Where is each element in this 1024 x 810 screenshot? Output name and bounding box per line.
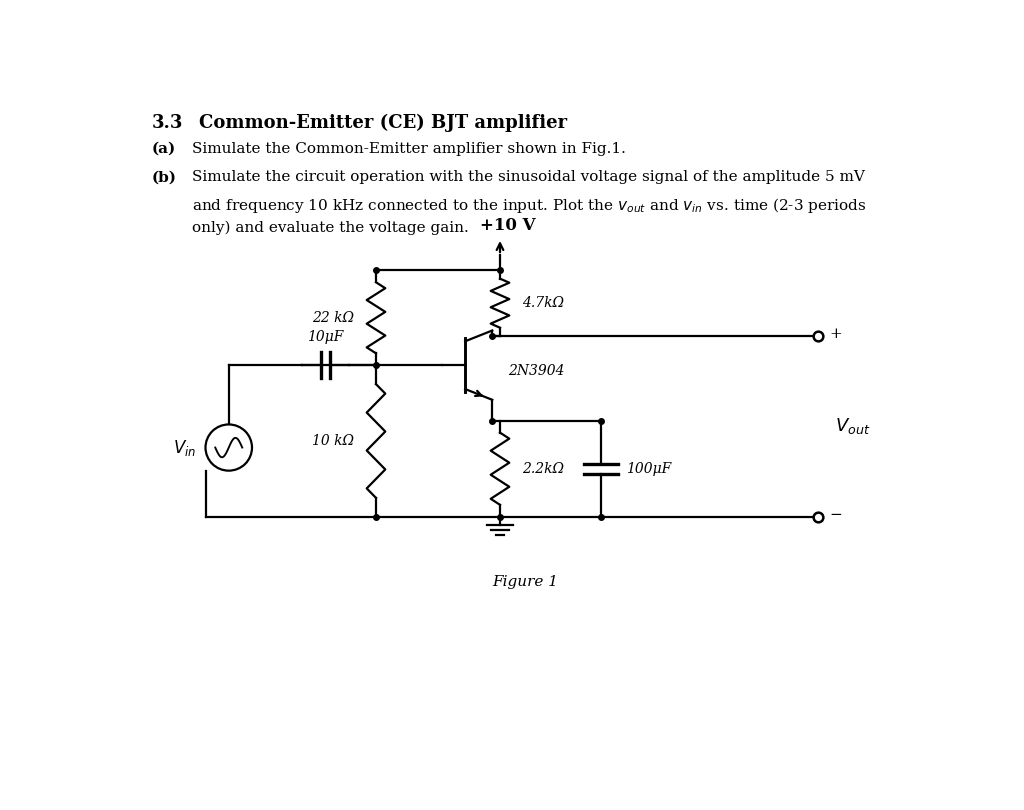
Text: only) and evaluate the voltage gain.: only) and evaluate the voltage gain.: [191, 220, 468, 235]
Text: (a): (a): [152, 142, 175, 156]
Text: 4.7kΩ: 4.7kΩ: [521, 296, 563, 310]
Text: (b): (b): [152, 170, 176, 185]
Text: $\mathit{V}_{in}$: $\mathit{V}_{in}$: [173, 437, 197, 458]
Text: and frequency 10 kHz connected to the input. Plot the $v_{out}$ and $v_{in}$ vs.: and frequency 10 kHz connected to the in…: [191, 196, 866, 215]
Text: +10 V: +10 V: [480, 217, 536, 234]
Text: 10 kΩ: 10 kΩ: [312, 434, 354, 448]
Text: $\mathit{V}_{out}$: $\mathit{V}_{out}$: [835, 416, 870, 437]
Text: 10μF: 10μF: [307, 330, 344, 343]
Text: +: +: [829, 327, 842, 341]
Text: 22 kΩ: 22 kΩ: [312, 311, 354, 325]
Text: Common-Emitter (CE) BJT amplifier: Common-Emitter (CE) BJT amplifier: [200, 114, 567, 132]
Text: −: −: [829, 509, 842, 522]
Text: Figure 1: Figure 1: [492, 574, 558, 589]
Text: 2N3904: 2N3904: [508, 364, 564, 378]
Text: Simulate the Common-Emitter amplifier shown in Fig.1.: Simulate the Common-Emitter amplifier sh…: [191, 142, 626, 156]
Text: 2.2kΩ: 2.2kΩ: [521, 462, 563, 475]
Text: 3.3: 3.3: [152, 114, 182, 132]
Text: 100μF: 100μF: [626, 462, 671, 475]
Text: Simulate the circuit operation with the sinusoidal voltage signal of the amplitu: Simulate the circuit operation with the …: [191, 170, 864, 185]
